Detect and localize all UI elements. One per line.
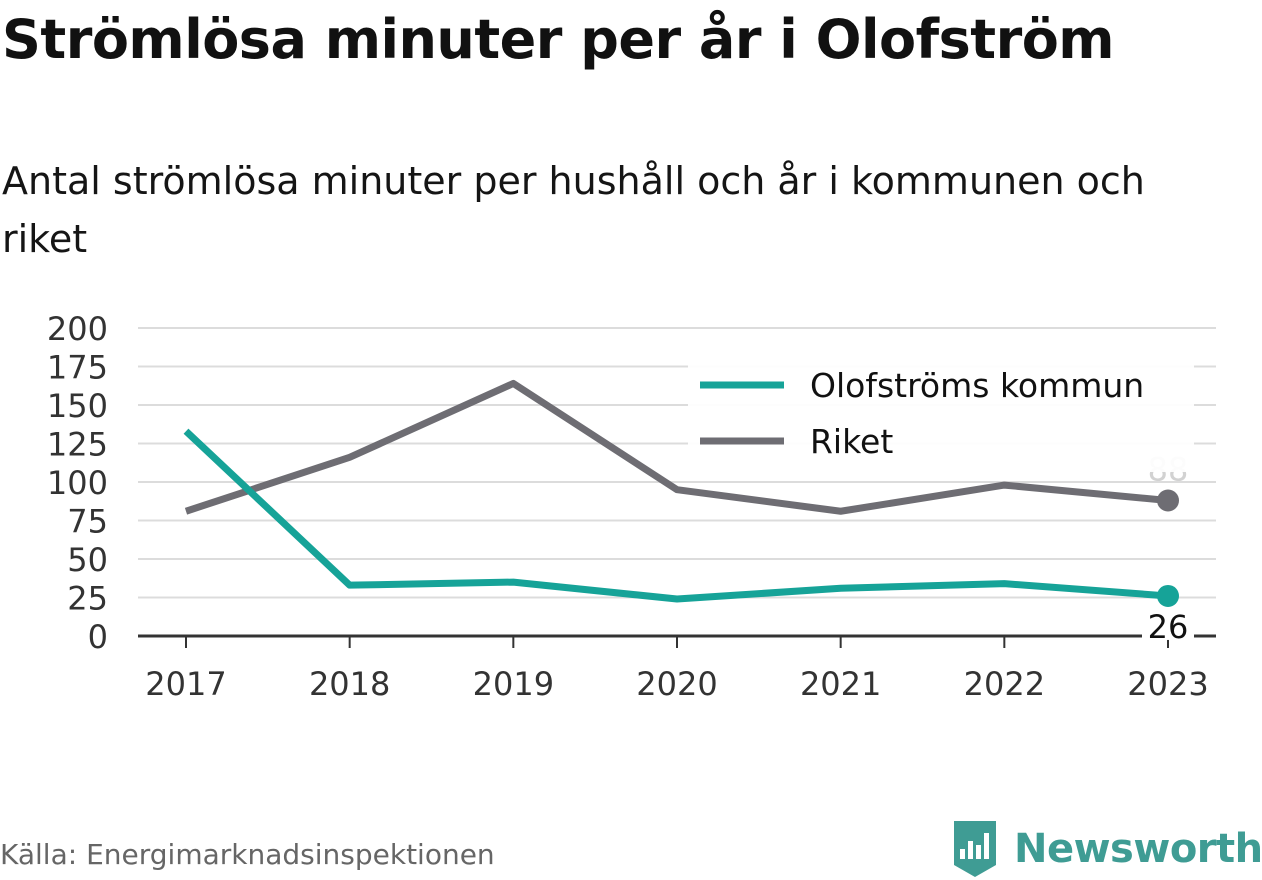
series-end-point — [1157, 489, 1179, 512]
x-tick-label: 2018 — [309, 665, 390, 703]
newsworthy-logo-icon — [954, 821, 996, 877]
legend-label: Riket — [810, 422, 893, 461]
brand-name: Newsworthy — [1014, 826, 1262, 872]
series-line — [184, 379, 1169, 515]
y-tick-label: 50 — [67, 541, 108, 579]
y-tick-label: 25 — [67, 580, 108, 618]
x-tick-label: 2023 — [1127, 665, 1208, 703]
y-tick-label: 125 — [47, 426, 108, 464]
x-tick-label: 2020 — [636, 665, 717, 703]
y-tick-label: 75 — [67, 503, 108, 541]
end-label: 26 — [1148, 608, 1189, 646]
y-tick-label: 100 — [47, 464, 108, 502]
x-tick-label: 2017 — [145, 665, 226, 703]
y-tick-label: 0 — [88, 618, 108, 656]
chart-subtitle: Antal strömlösa minuter per hushåll och … — [2, 159, 1145, 261]
y-tick-label: 150 — [47, 387, 108, 425]
page-title: Strömlösa minuter per år i Olofström — [2, 8, 1115, 71]
y-tick-label: 175 — [47, 349, 108, 387]
legend-background — [688, 360, 1194, 472]
y-tick-label: 200 — [47, 310, 108, 348]
legend: Olofströms kommun Riket — [688, 360, 1194, 472]
legend-label: Olofströms kommun — [810, 366, 1144, 405]
brand-logo: Newsworthy — [950, 818, 1262, 880]
x-tick-label: 2021 — [800, 665, 881, 703]
source-note: Källa: Energimarknadsinspektionen — [0, 838, 495, 871]
end-label-bg — [1142, 607, 1194, 640]
series-line — [183, 428, 1169, 603]
x-tick-label: 2019 — [473, 665, 554, 703]
series-end-point — [1157, 584, 1179, 607]
x-tick-label: 2022 — [964, 665, 1045, 703]
x-axis: 2017 2018 2019 2020 2021 2022 2023 — [138, 634, 1216, 703]
